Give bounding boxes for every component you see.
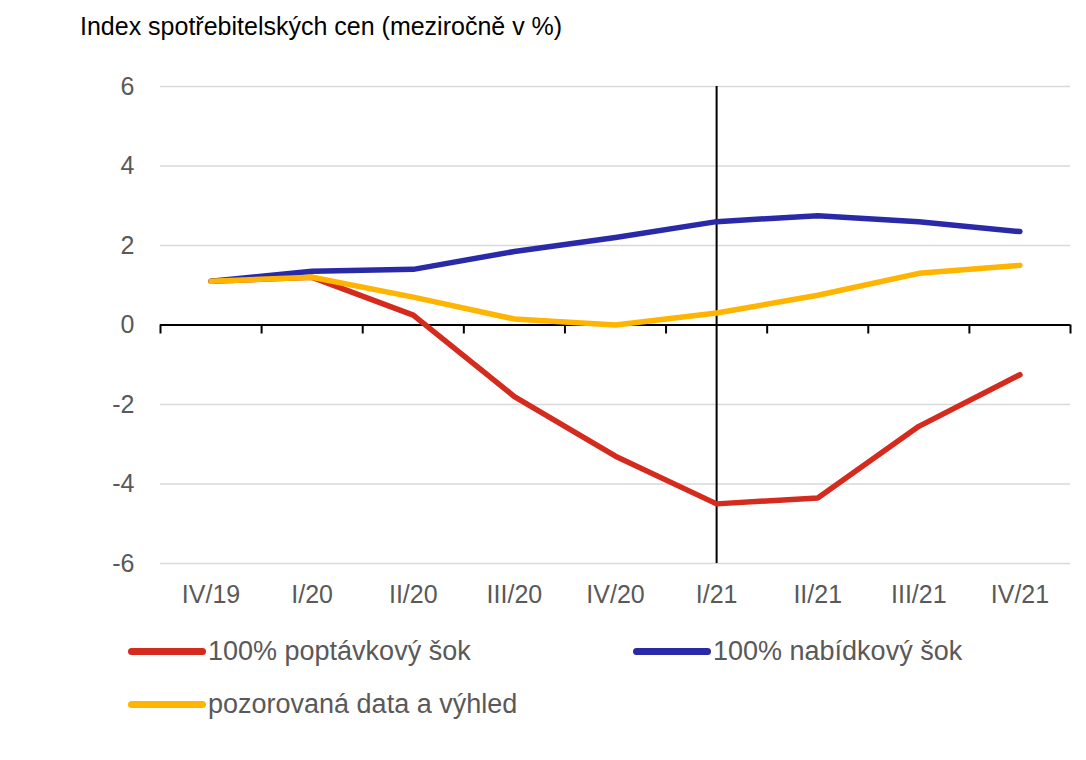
html-text:100% poptávkový šok: 100% poptávkový šok <box>208 636 471 666</box>
svg-text:-6: -6 <box>112 549 134 577</box>
html-text:pozorovaná data a výhled: pozorovaná data a výhled <box>208 689 518 719</box>
svg-text:I/21: I/21 <box>696 580 738 608</box>
svg-text:II/21: II/21 <box>793 580 842 608</box>
svg-text:III/21: III/21 <box>891 580 947 608</box>
html-text:Index spotřebitelských cen (me: Index spotřebitelských cen (meziročně v … <box>80 12 563 40</box>
svg-text:IV/21: IV/21 <box>991 580 1049 608</box>
svg-text:4: 4 <box>121 151 135 179</box>
svg-text:-4: -4 <box>112 469 134 497</box>
svg-text:IV/19: IV/19 <box>182 580 240 608</box>
svg-text:II/20: II/20 <box>389 580 438 608</box>
svg-text:I/20: I/20 <box>291 580 333 608</box>
svg-text:III/20: III/20 <box>487 580 543 608</box>
html-text:100% nabídkový šok: 100% nabídkový šok <box>713 636 963 666</box>
svg-text:6: 6 <box>121 72 135 100</box>
svg-text:IV/20: IV/20 <box>586 580 644 608</box>
svg-text:0: 0 <box>121 310 135 338</box>
svg-text:2: 2 <box>121 231 135 259</box>
svg-text:-2: -2 <box>112 390 134 418</box>
